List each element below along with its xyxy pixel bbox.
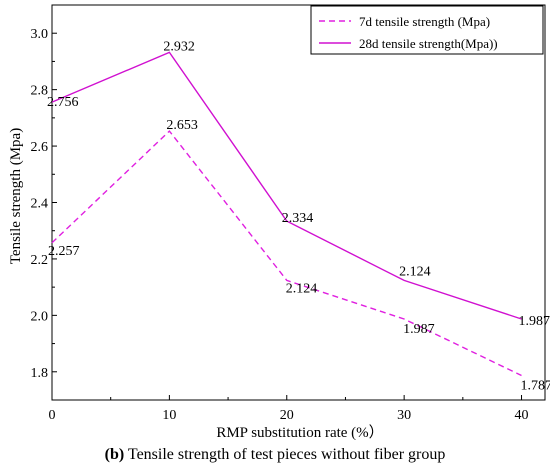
data-label: 2.932 bbox=[163, 39, 195, 54]
x-tick-label: 40 bbox=[515, 408, 529, 423]
data-label: 1.987 bbox=[403, 322, 435, 337]
data-label: 2.124 bbox=[399, 264, 431, 279]
x-axis-title: RMP substitution rate (%） bbox=[216, 424, 383, 440]
figure-caption: (b) Tensile strength of test pieces with… bbox=[0, 446, 550, 464]
caption-text: Tensile strength of test pieces without … bbox=[127, 446, 446, 463]
tensile-strength-chart: 0 10 20 30 40 1.8 2.0 2.2 2.4 2.6 2.8 3.0 2.257 2.653… bbox=[8, 4, 550, 440]
caption-prefix: (b) bbox=[104, 446, 125, 463]
y-tick-label: 2.6 bbox=[31, 140, 49, 155]
x-tick-label: 10 bbox=[162, 408, 176, 423]
data-label: 2.334 bbox=[282, 211, 314, 226]
y-tick-label: 2.0 bbox=[31, 309, 49, 324]
data-label: 2.756 bbox=[47, 95, 79, 110]
y-tick-label: 2.2 bbox=[31, 253, 49, 268]
y-tick-label: 3.0 bbox=[31, 27, 49, 42]
legend-box bbox=[310, 5, 544, 55]
x-tick-label: 0 bbox=[49, 408, 56, 423]
x-tick-label: 20 bbox=[280, 408, 294, 423]
y-axis-title: Tensile strength (Mpa) bbox=[8, 128, 24, 264]
data-label: 1.987 bbox=[519, 314, 550, 329]
series-line-7d bbox=[51, 130, 522, 377]
data-label: 2.257 bbox=[48, 244, 80, 259]
plot-frame bbox=[51, 4, 546, 401]
legend-entry: 7d tensile strength (Mpa) bbox=[359, 14, 490, 29]
data-label: 2.124 bbox=[286, 281, 318, 296]
legend-entry: 28d tensile strength(Mpa)) bbox=[359, 36, 498, 51]
data-label: 2.653 bbox=[166, 118, 198, 133]
series-line-28d bbox=[51, 51, 522, 320]
data-label: 1.787 bbox=[521, 378, 550, 393]
x-tick-label: 30 bbox=[397, 408, 411, 423]
y-tick-label: 2.4 bbox=[31, 197, 49, 212]
y-tick-label: 1.8 bbox=[31, 366, 49, 381]
y-tick-label: 2.8 bbox=[31, 84, 49, 99]
